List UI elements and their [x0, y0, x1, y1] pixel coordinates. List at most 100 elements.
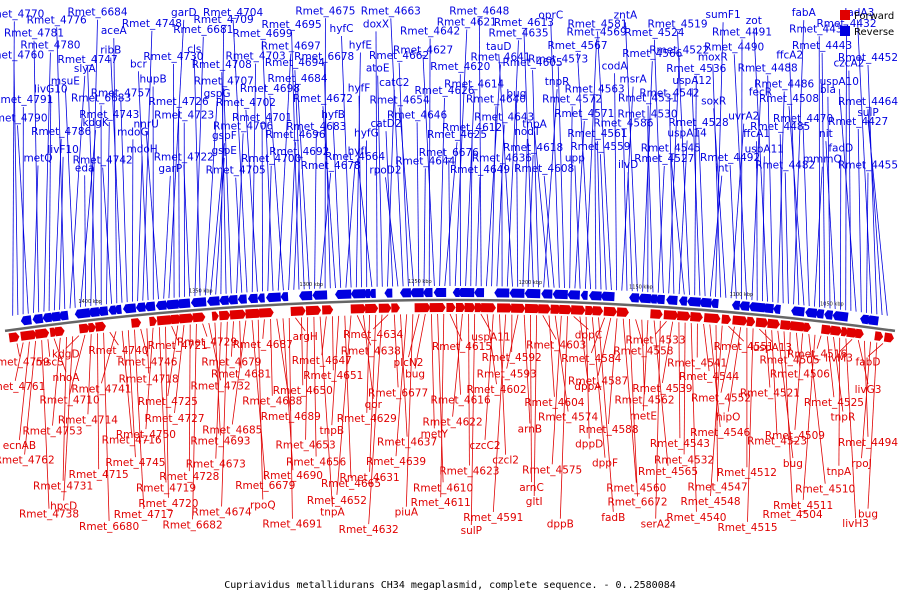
forward-gene-arrow	[20, 330, 37, 341]
reverse-label-line	[142, 30, 153, 301]
forward-label-line	[642, 320, 649, 411]
forward-label-line	[492, 314, 507, 513]
reverse-label-line	[491, 106, 497, 287]
reverse-label-line	[221, 72, 227, 294]
forward-gene-label: Rmet_4746	[117, 356, 177, 368]
reverse-label-line	[332, 121, 342, 288]
forward-gene-label: Rmet_4509	[765, 430, 825, 442]
reverse-gene-arrow	[20, 315, 32, 326]
reverse-gene-label: Rmet_4723	[154, 110, 214, 122]
reverse-gene-label: Rmet_4699	[232, 28, 292, 40]
reverse-gene-label: Rmet_4644	[395, 155, 455, 167]
reverse-gene-label: soxR	[701, 95, 726, 107]
reverse-gene-arrow	[687, 296, 701, 307]
reverse-label-line	[496, 124, 505, 287]
reverse-gene-label: zot	[746, 15, 762, 27]
reverse-label-line	[416, 122, 420, 287]
forward-label-line	[662, 321, 674, 383]
reverse-gene-label: Rmet_4572	[542, 93, 602, 105]
forward-label-line	[140, 328, 148, 357]
reverse-label-line	[113, 38, 118, 304]
forward-label-line	[585, 316, 590, 439]
forward-label-line	[332, 316, 334, 371]
reverse-label-line	[516, 100, 519, 287]
reverse-label-line	[291, 31, 300, 290]
reverse-gene-label: bla	[820, 84, 836, 96]
reverse-gene-label: Rmet_4470	[773, 113, 833, 125]
reverse-label-line	[322, 106, 336, 289]
forward-label-line	[864, 340, 869, 437]
reverse-gene-arrow	[164, 299, 179, 310]
forward-gene-arrow	[874, 331, 884, 341]
forward-gene-label: Rmet_4745	[105, 457, 165, 469]
reverse-gene-label: int	[715, 163, 729, 175]
forward-label-line	[709, 324, 721, 428]
reverse-gene-label: garD	[171, 7, 197, 19]
forward-gene-label: Rmet_4543	[650, 438, 710, 450]
reverse-gene-label: Rmet_4654	[370, 95, 430, 107]
forward-gene-label: plcN2	[394, 357, 424, 369]
reverse-label-line	[569, 106, 573, 289]
reverse-gene-label: Rmet_6676	[419, 147, 479, 159]
forward-gene-arrow	[8, 332, 20, 343]
forward-label-line	[134, 329, 145, 510]
reverse-gene-label: slyA	[74, 63, 97, 75]
reverse-gene-arrow	[108, 305, 117, 315]
forward-gene-label: fadB	[601, 512, 625, 524]
reverse-label-line	[465, 91, 475, 287]
reverse-label-line	[729, 164, 737, 299]
forward-gene-label: hipO	[716, 412, 741, 424]
forward-gene-label: Rmet_4651	[303, 370, 363, 382]
reverse-label-line	[523, 30, 534, 288]
reverse-label-line	[422, 57, 435, 287]
scale-tick-label: 1200 kbp	[519, 280, 543, 286]
reverse-gene-arrow	[114, 304, 122, 315]
forward-gene-label: Rmet_4673	[186, 459, 246, 471]
forward-gene-arrow	[305, 305, 322, 316]
reverse-label-line	[784, 172, 789, 304]
reverse-gene-arrow	[860, 314, 869, 325]
forward-label-line	[523, 314, 531, 424]
forward-gene-label: Rmet_6677	[368, 387, 428, 399]
reverse-gene-label: gspE	[211, 145, 236, 157]
reverse-gene-label: Rmet_4646	[387, 109, 447, 121]
reverse-gene-label: Rmet_4641	[470, 51, 530, 63]
reverse-gene-label: Rmet_4455	[838, 160, 898, 172]
reverse-gene-label: dadA3	[841, 7, 875, 19]
reverse-gene-label: Rmet_4776	[27, 14, 87, 26]
forward-label-line	[591, 317, 606, 458]
reverse-gene-arrows	[20, 288, 879, 326]
reverse-gene-arrow	[731, 300, 741, 311]
reverse-label-line	[585, 39, 597, 289]
forward-label-line	[598, 317, 614, 512]
forward-gene-label: piuA	[395, 507, 419, 519]
forward-label-line	[14, 342, 24, 381]
reverse-gene-label: gspG	[204, 88, 231, 100]
forward-label-line	[53, 338, 67, 373]
reverse-gene-arrow	[655, 294, 665, 305]
forward-gene-label: rpoJ	[851, 458, 872, 470]
forward-label-line	[103, 332, 110, 522]
forward-label-line	[368, 314, 383, 525]
genome-backbone	[4, 298, 896, 333]
forward-gene-label: serA2	[641, 519, 671, 531]
reverse-gene-arrow	[710, 298, 719, 309]
reverse-gene-label: Rmet_4569	[567, 26, 627, 38]
forward-gene-label: gltI	[526, 496, 543, 508]
forward-gene-arrow	[840, 326, 849, 337]
forward-label-line	[146, 328, 150, 374]
forward-gene-arrow	[95, 321, 106, 332]
reverse-gene-arrow	[299, 290, 313, 301]
forward-label-line	[796, 332, 801, 369]
reverse-gene-arrow	[88, 307, 100, 317]
forward-label-line	[231, 321, 234, 357]
forward-label-line	[63, 336, 74, 501]
reverse-gene-label: uspA11	[745, 143, 784, 155]
reverse-gene-arrow	[368, 288, 376, 298]
forward-label-line	[400, 314, 408, 437]
reverse-label-line	[793, 20, 805, 305]
forward-label-line	[19, 341, 30, 441]
forward-label-line	[319, 316, 333, 507]
forward-gene-label: sulP	[461, 525, 482, 537]
forward-label-line	[629, 318, 638, 497]
